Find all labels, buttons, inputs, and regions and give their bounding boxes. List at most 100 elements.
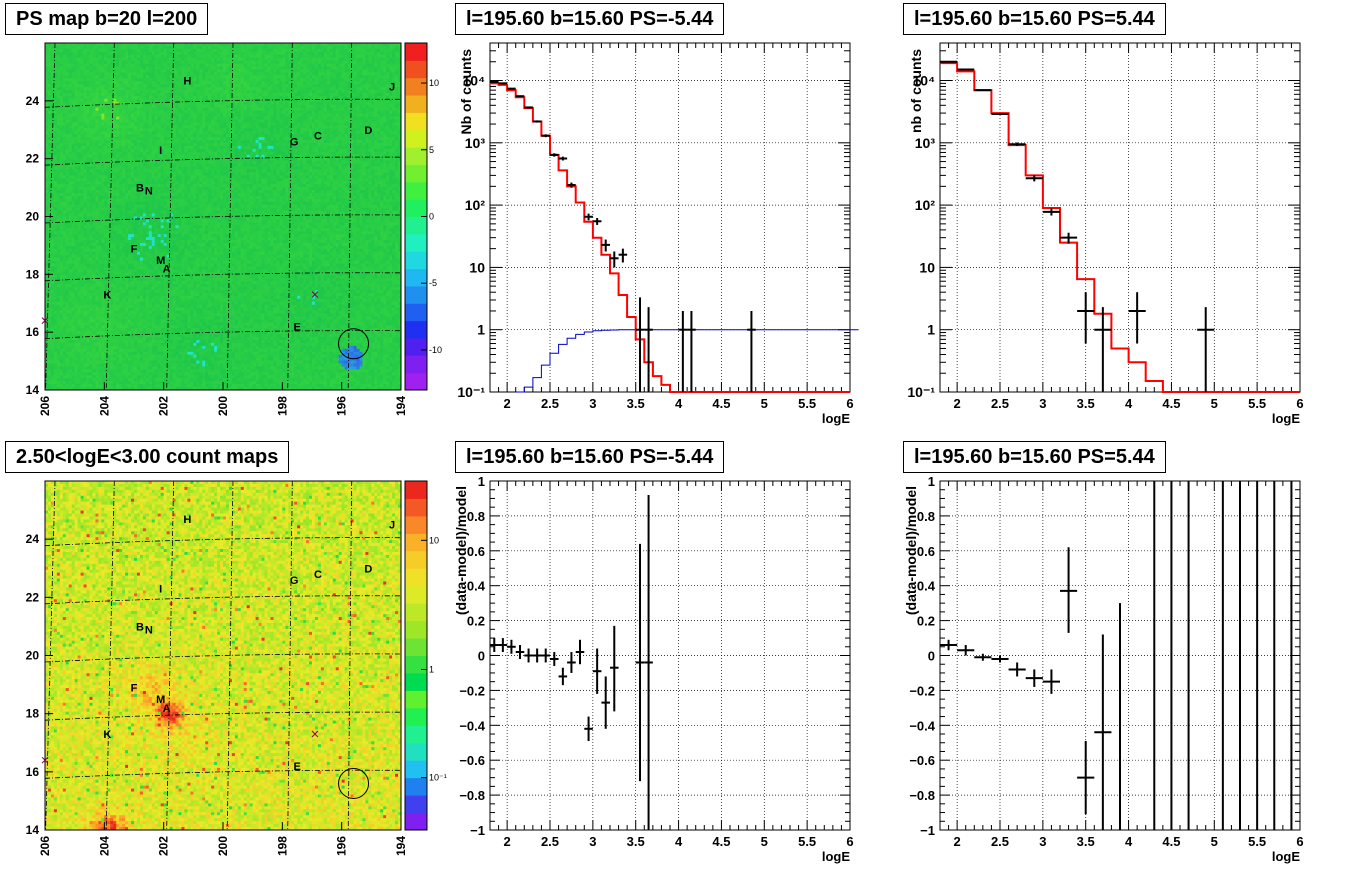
heatmap-cells [45, 43, 401, 390]
x-tick-label: 3.5 [1077, 834, 1095, 849]
source-label: F [131, 682, 138, 694]
colorbar-step [405, 690, 427, 708]
plot-grid [940, 43, 1300, 392]
x-tick-label: 5 [761, 396, 768, 411]
x-tick-label: 2 [504, 396, 511, 411]
colorbar-step [405, 708, 427, 726]
colorbar-step [405, 286, 427, 304]
colorbar-step [405, 725, 427, 743]
colorbar-tick-label: 1 [429, 664, 434, 674]
x-tick-label: 2 [954, 396, 961, 411]
x-tick-label: 194 [394, 836, 408, 856]
y-tick-label: 0.8 [917, 509, 935, 524]
colorbar-step [405, 43, 427, 61]
x-tick-label: 2.5 [991, 834, 1009, 849]
colorbar-step [405, 603, 427, 621]
y-tick-label: 10³ [915, 135, 936, 151]
colorbar-step [405, 813, 427, 831]
x-tick-label: 206 [38, 836, 52, 856]
source-label: N [145, 624, 153, 636]
y-tick-label: 0.8 [467, 509, 485, 524]
x-tick-label: 3 [589, 396, 596, 411]
y-tick-label: 18 [26, 707, 40, 721]
colorbar-step [405, 373, 427, 391]
data-points [490, 81, 756, 392]
colorbar-step [405, 60, 427, 78]
source-label: H [183, 514, 191, 526]
y-tick-label: 10⁻¹ [907, 384, 935, 400]
x-tick-label: 6 [1296, 834, 1303, 849]
colorbar-step [405, 498, 427, 516]
y-tick-label: 20 [26, 649, 40, 663]
y-tick-label: −1 [470, 823, 485, 838]
x-tick-label: 4 [1125, 834, 1133, 849]
x-tick-label: 204 [97, 396, 111, 416]
spectrum-pos-title: l=195.60 b=15.60 PS=5.44 [903, 3, 1166, 35]
x-axis-label: logE [1272, 411, 1300, 426]
colorbar-step [405, 95, 427, 113]
x-tick-label: 200 [216, 836, 230, 856]
source-label: J [389, 520, 395, 532]
count-map-title: 2.50<logE<3.00 count maps [5, 441, 289, 473]
x-tick-label: 196 [335, 836, 349, 856]
source-label: H [183, 76, 191, 88]
x-tick-label: 5 [1211, 834, 1218, 849]
x-tick-label: 5.5 [1248, 834, 1266, 849]
source-label: B [136, 183, 144, 195]
colorbar-step [405, 673, 427, 691]
x-tick-label: 4.5 [712, 834, 730, 849]
x-tick-label: 202 [157, 836, 171, 856]
colorbar-step [405, 217, 427, 235]
x-tick-label: 5.5 [798, 396, 816, 411]
residual-pos-title: l=195.60 b=15.60 PS=5.44 [903, 441, 1166, 473]
y-tick-label: 22 [26, 590, 40, 604]
y-tick-label: 1 [928, 474, 935, 489]
x-tick-label: 4.5 [1162, 396, 1180, 411]
x-tick-label: 6 [1296, 396, 1303, 411]
y-tick-label: 24 [26, 532, 40, 546]
colorbar-tick-label: 5 [429, 145, 434, 155]
y-tick-label: 1 [927, 322, 935, 338]
y-tick-label: 10 [919, 259, 935, 275]
x-tick-label: 4 [675, 396, 683, 411]
y-tick-label: 10³ [465, 135, 486, 151]
colorbar-step [405, 303, 427, 321]
ps-map-title: PS map b=20 l=200 [5, 3, 208, 35]
plot-grid [490, 43, 850, 392]
x-tick-label: 6 [846, 396, 853, 411]
colorbar-step [405, 586, 427, 604]
x-axis-label: logE [1272, 849, 1300, 864]
residual-neg-title: l=195.60 b=15.60 PS=-5.44 [455, 441, 724, 473]
y-tick-label: 10² [915, 197, 936, 213]
spectrum-neg-panel: 2 2.5 3 3.5 4 4.5 5 5.5 6logE10⁻¹11010²10³10⁴Nb … [457, 43, 858, 426]
x-tick-label: 198 [275, 836, 289, 856]
y-axis-label: nb of counts [908, 49, 924, 133]
x-axis-label: logE [822, 849, 850, 864]
x-tick-label: 2.5 [991, 396, 1009, 411]
residual-pos-panel: 2 2.5 3 3.5 4 4.5 5 5.5 6logE−1−0.8−0.6−0.4−0.20… [903, 474, 1304, 864]
colorbar-step [405, 112, 427, 130]
colorbar-step [405, 481, 427, 499]
residual-neg-panel: 2 2.5 3 3.5 4 4.5 5 5.5 6logE−1−0.8−0.6−0.4−0.20… [453, 474, 854, 864]
x-tick-label: 3.5 [1077, 396, 1095, 411]
data-points [940, 61, 1214, 392]
data-points [940, 481, 1291, 830]
colorbar-step [405, 321, 427, 339]
x-tick-label: 198 [275, 396, 289, 416]
y-tick-label: 24 [26, 94, 40, 108]
x-tick-label: 5 [1211, 396, 1218, 411]
plot-frame [940, 43, 1300, 392]
source-label: D [364, 563, 372, 575]
colorbar-step [405, 568, 427, 586]
model-histogram [940, 63, 1300, 392]
model-histogram [490, 83, 850, 392]
y-tick-label: −0.6 [459, 753, 485, 768]
colorbar-step [405, 778, 427, 796]
y-tick-label: 1 [478, 474, 485, 489]
x-tick-label: 2 [504, 834, 511, 849]
colorbar-tick-label: 0 [429, 212, 434, 222]
x-tick-label: 4.5 [1162, 834, 1180, 849]
source-label: A [163, 703, 171, 715]
y-tick-label: 20 [26, 210, 40, 224]
